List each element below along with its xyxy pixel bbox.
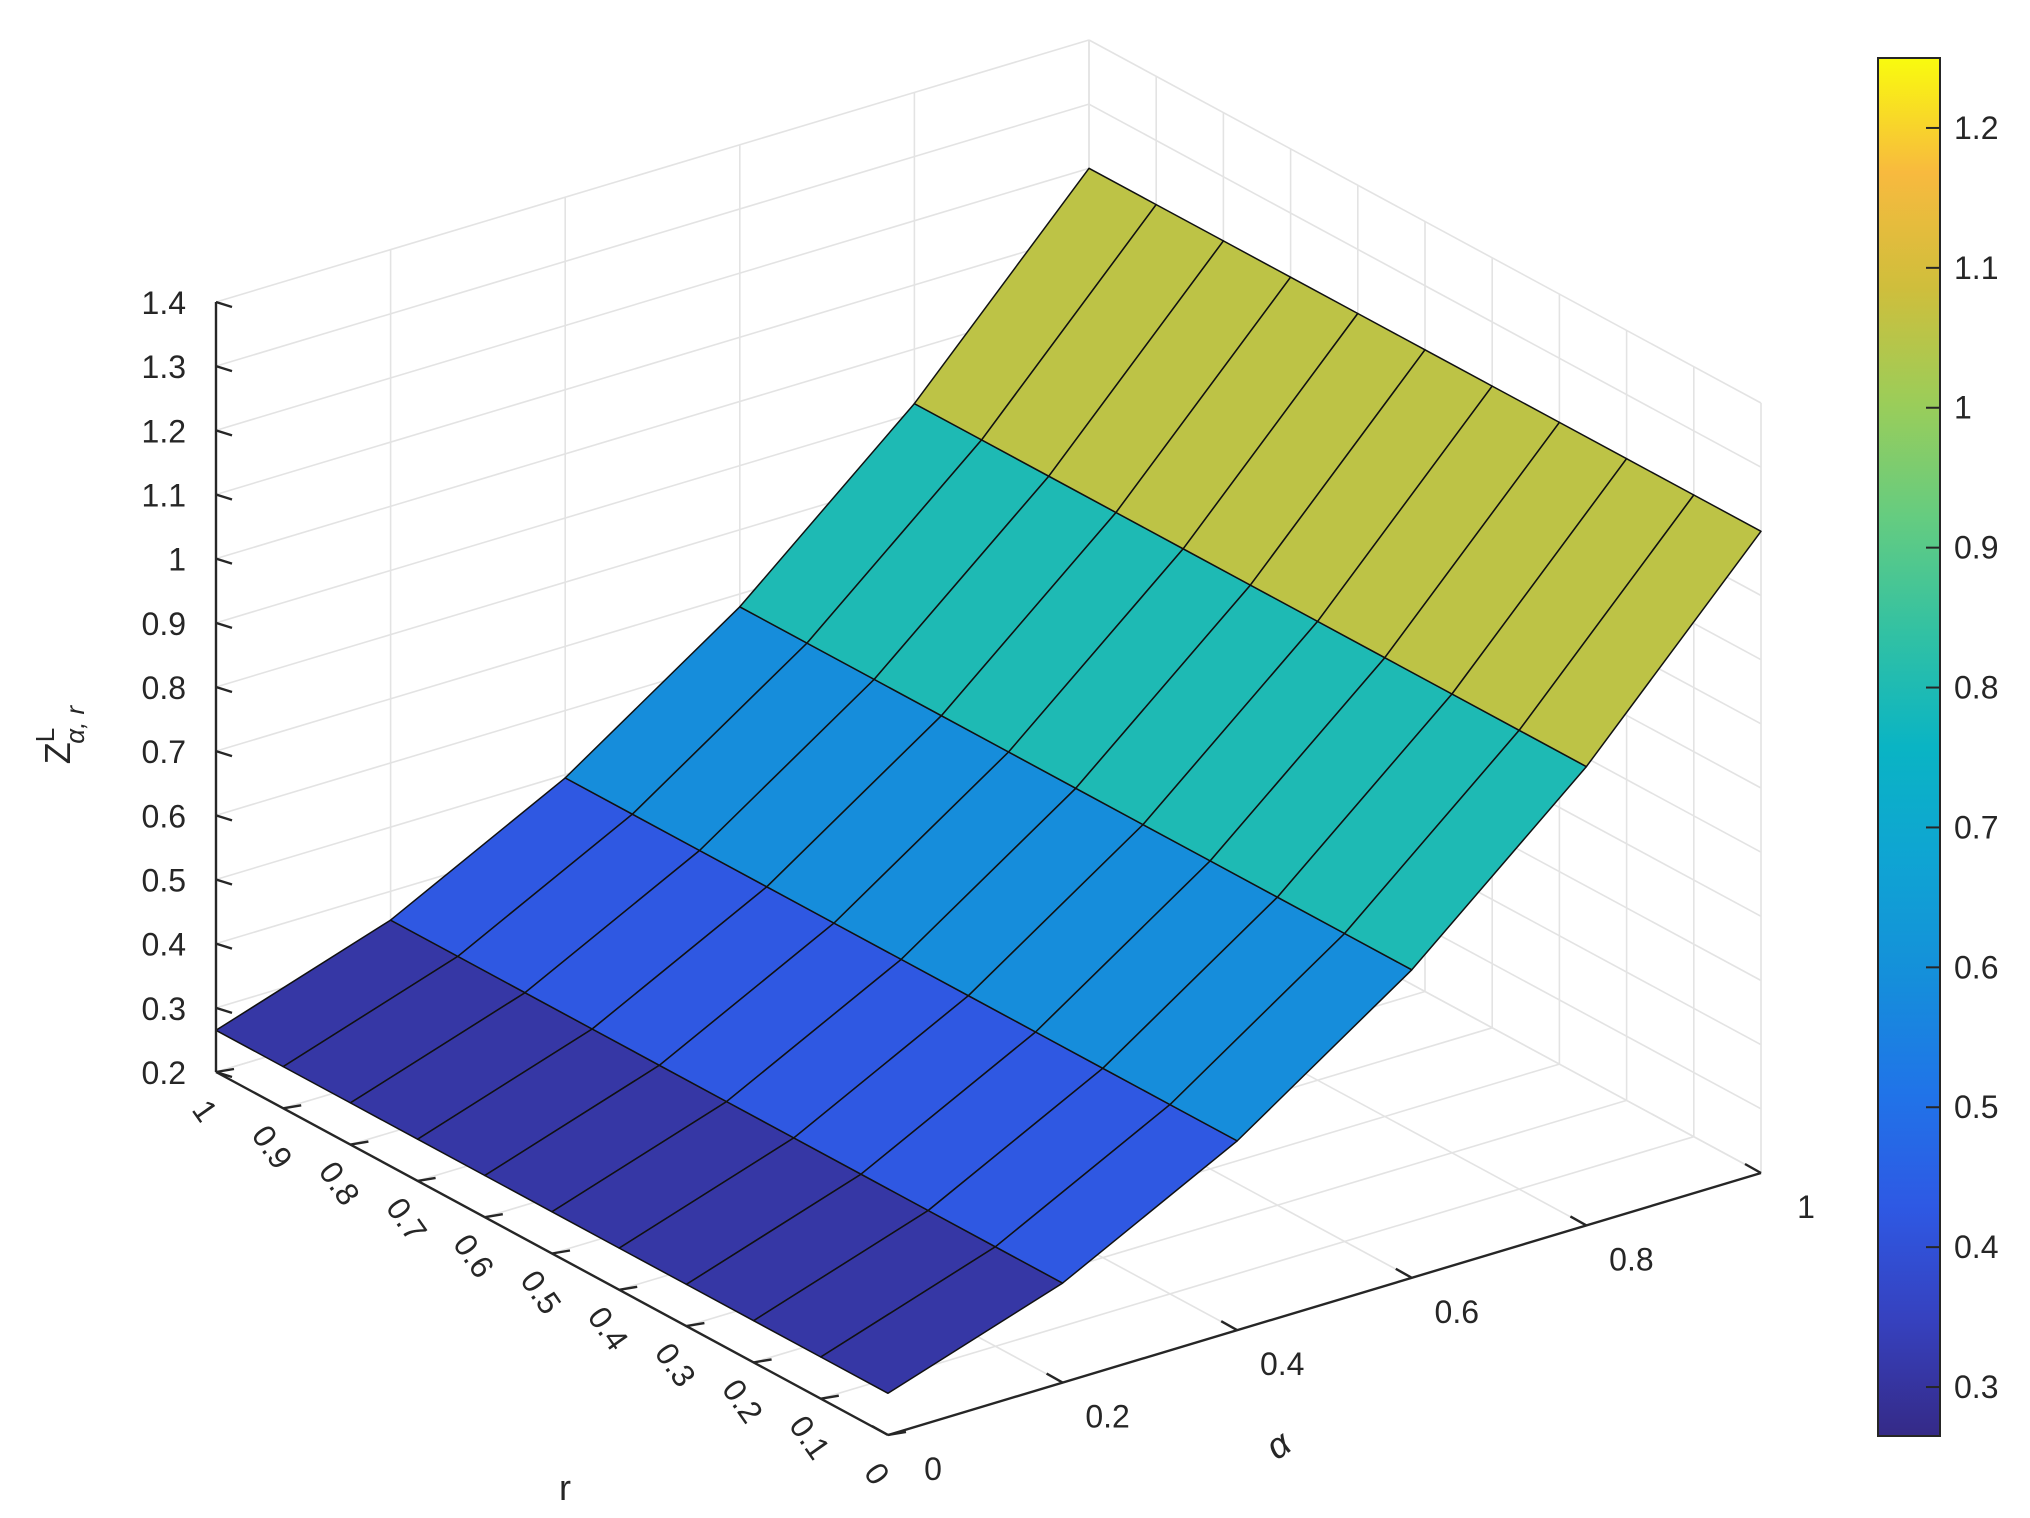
colorbar-tick-label: 1 xyxy=(1954,390,1972,426)
gridline xyxy=(215,39,1090,303)
z-tick xyxy=(215,685,233,694)
y-tick xyxy=(820,1394,839,1400)
z-tick-label: 1.1 xyxy=(142,478,186,514)
colorbar-tick-label: 0.7 xyxy=(1954,809,1998,845)
z-tick-label: 0.7 xyxy=(142,734,186,770)
gridline xyxy=(215,295,1090,560)
z-tick xyxy=(215,814,233,822)
y-tick xyxy=(887,1430,907,1437)
z-tick-label: 0.9 xyxy=(142,606,186,642)
z-tick-label: 0.6 xyxy=(142,798,186,834)
y-tick-label: 0.2 xyxy=(715,1373,770,1430)
y-tick xyxy=(686,1321,705,1328)
y-tick xyxy=(551,1249,571,1255)
z-tick xyxy=(215,1070,233,1079)
y-tick xyxy=(417,1176,436,1183)
y-tick-label: 0.9 xyxy=(245,1118,300,1175)
x-tick xyxy=(1046,1372,1064,1384)
z-axis-label-base: Z xyxy=(37,742,78,764)
z-tick xyxy=(215,300,233,309)
y-axis-label: r xyxy=(559,1467,571,1508)
colorbar-bar xyxy=(1877,57,1941,1437)
x-tick xyxy=(1395,1267,1413,1279)
x-tick-label: 1 xyxy=(1797,1189,1815,1225)
z-tick xyxy=(215,942,233,950)
z-tick xyxy=(215,750,233,758)
x-tick-label: 0.2 xyxy=(1085,1399,1129,1435)
z-tick-label: 1 xyxy=(168,542,186,578)
x-tick-label: 0.6 xyxy=(1435,1294,1479,1330)
colorbar-tick-label: 0.5 xyxy=(1954,1089,1998,1125)
z-tick-label: 0.4 xyxy=(142,927,186,963)
z-tick-label: 0.5 xyxy=(142,863,186,899)
surface-layer xyxy=(215,167,1762,1395)
gridline xyxy=(820,1135,1695,1400)
colorbar: 0.3 0.4 0.5 0.6 0.7 0.8 0.9 1 1.1 1.2 xyxy=(1877,57,1998,1437)
z-tick xyxy=(215,365,233,373)
y-tick-label: 0.6 xyxy=(446,1227,501,1284)
y-tick-label: 0.8 xyxy=(312,1155,367,1212)
x-axis-label: α xyxy=(1258,1421,1300,1467)
z-tick xyxy=(215,429,233,437)
gridline xyxy=(215,231,1090,496)
z-tick-label: 1.4 xyxy=(142,285,186,321)
y-tick xyxy=(619,1285,638,1291)
z-axis-label-subscript: α, r xyxy=(60,704,90,743)
x-tick xyxy=(871,1424,889,1437)
z-tick xyxy=(215,557,233,565)
z-axis-label-superscript: L xyxy=(30,728,60,742)
colorbar-tick-label: 0.4 xyxy=(1954,1229,1998,1265)
surface-patch xyxy=(1518,494,1762,768)
y-tick xyxy=(484,1213,503,1219)
y-tick-label: 0.7 xyxy=(379,1191,434,1248)
z-tick xyxy=(215,621,233,629)
colorbar-tick-label: 1.1 xyxy=(1954,250,1998,286)
x-tick xyxy=(1744,1162,1762,1175)
z-axis-label: ZLα, r xyxy=(30,704,90,764)
z-tick-label: 0.8 xyxy=(142,670,186,706)
colorbar-tick-label: 0.6 xyxy=(1954,949,1998,985)
z-tick-label: 0.3 xyxy=(142,991,186,1027)
gridline xyxy=(215,103,1090,367)
x-axis-line xyxy=(887,1171,1762,1437)
y-tick xyxy=(215,1067,235,1074)
x-tick-label: 0.4 xyxy=(1260,1346,1304,1382)
y-tick-label: 0.5 xyxy=(514,1264,569,1321)
svg-text:ZLα, r: ZLα, r xyxy=(30,704,90,764)
x-tick-label: 0 xyxy=(924,1451,942,1487)
y-tick xyxy=(283,1104,302,1110)
y-tick xyxy=(753,1358,772,1364)
y-tick-label: 0.1 xyxy=(782,1409,837,1466)
x-tick xyxy=(1220,1320,1238,1332)
z-tick xyxy=(215,878,233,886)
y-tick-label: 0 xyxy=(857,1456,897,1491)
z-tick xyxy=(215,1006,233,1014)
z-tick-label: 0.2 xyxy=(142,1055,186,1091)
y-tick-label: 1 xyxy=(185,1093,225,1128)
z-tick xyxy=(215,493,233,501)
x-tick xyxy=(1569,1215,1587,1227)
colorbar-tick-label: 0.3 xyxy=(1954,1369,1998,1405)
colorbar-tick-label: 0.9 xyxy=(1954,530,1998,566)
y-tick-label: 0.4 xyxy=(581,1300,636,1357)
colorbar-tick-label: 1.2 xyxy=(1954,110,1998,146)
gridline xyxy=(215,167,1090,432)
y-tick-label: 0.3 xyxy=(648,1336,703,1393)
z-tick-label: 1.3 xyxy=(142,349,186,385)
z-tick-label: 1.2 xyxy=(142,413,186,449)
x-tick-label: 0.8 xyxy=(1609,1241,1653,1277)
colorbar-tick-label: 0.8 xyxy=(1954,670,1998,706)
y-tick xyxy=(350,1140,369,1146)
